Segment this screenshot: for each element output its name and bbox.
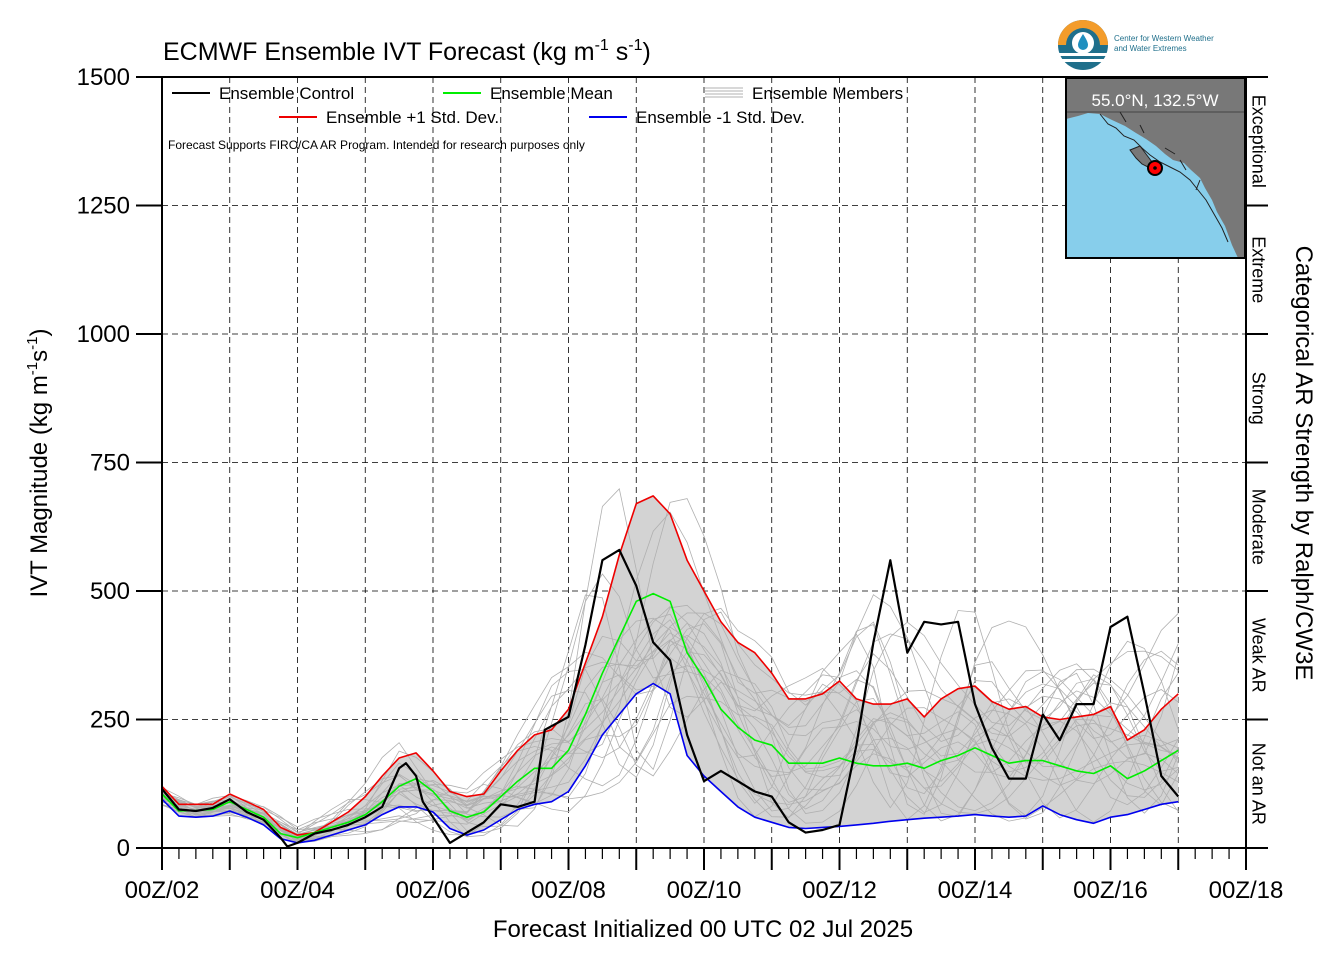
legend-label-minus-sd: Ensemble -1 Std. Dev. xyxy=(636,108,805,127)
right-axis-label: Categorical AR Strength by Ralph/CW3E xyxy=(1290,246,1317,681)
inset-border xyxy=(1065,77,1246,259)
series-mean xyxy=(161,592,1179,839)
legend-label-members: Ensemble Members xyxy=(752,84,903,103)
category-label: Moderate xyxy=(1248,489,1268,565)
series-minus-sd xyxy=(161,682,1179,844)
tick-labels: 0 250 500 750 1000 1250 1500 00Z/02 00Z/04 00Z/06… xyxy=(77,64,1284,904)
ensemble-member-line xyxy=(161,633,1179,833)
series-control xyxy=(161,548,1180,848)
y-tick-label: 750 xyxy=(90,450,130,477)
water-drop-icon xyxy=(1078,34,1088,50)
inset-location-label: 55.0°N, 132.5°W xyxy=(1092,91,1219,110)
y-axis-label: IVT Magnitude (kg m-1s-1) xyxy=(24,328,53,597)
ensemble-member-line xyxy=(161,594,1179,835)
ensemble-member-line xyxy=(161,650,1179,844)
x-tick-label: 00Z/08 xyxy=(531,877,606,904)
x-tick-label: 00Z/12 xyxy=(802,877,877,904)
category-label: Exceptional xyxy=(1248,95,1268,188)
cw3e-logo: Center for Western Weather and Water Ext… xyxy=(1058,20,1214,70)
x-axis-label: Forecast Initialized 00 UTC 02 Jul 2025 xyxy=(493,916,913,943)
series-plus-sd xyxy=(161,495,1179,836)
ensemble-members xyxy=(161,487,1179,845)
y-tick-label: 1500 xyxy=(77,64,130,91)
legend-label-control: Ensemble Control xyxy=(219,84,354,103)
footnote: Forecast Supports FIRO/CA AR Program. In… xyxy=(168,138,585,152)
x-tick-label: 00Z/04 xyxy=(260,877,335,904)
category-label: Extreme xyxy=(1248,236,1268,303)
x-tick-label: 00Z/16 xyxy=(1073,877,1148,904)
series-lines xyxy=(161,495,1180,848)
y-tick-label: 500 xyxy=(90,578,130,605)
legend: Ensemble Control Ensemble Mean Ensemble … xyxy=(168,84,903,152)
y-tick-label: 0 xyxy=(117,835,130,862)
ensemble-member-line xyxy=(161,511,1179,828)
legend-label-plus-sd: Ensemble +1 Std. Dev. xyxy=(326,108,499,127)
spread-band xyxy=(162,495,1179,843)
x-tick-label: 00Z/14 xyxy=(938,877,1013,904)
logo-text-line1: Center for Western Weather xyxy=(1114,34,1214,43)
category-label: Strong xyxy=(1248,372,1268,425)
y-tick-label: 250 xyxy=(90,707,130,734)
inset-land xyxy=(1066,78,1245,258)
x-tick-label: 00Z/18 xyxy=(1209,877,1284,904)
ensemble-member-line xyxy=(161,626,1179,834)
category-label: Weak AR xyxy=(1248,618,1268,693)
x-tick-label: 00Z/06 xyxy=(396,877,471,904)
inset-coastline xyxy=(1099,111,1229,243)
ensemble-member-line xyxy=(161,606,1179,841)
legend-swatch-members xyxy=(705,87,743,98)
y-tick-label: 1250 xyxy=(77,193,130,220)
legend-label-mean: Ensemble Mean xyxy=(490,84,613,103)
std-dev-band xyxy=(162,495,1179,843)
x-tick-label: 00Z/02 xyxy=(125,877,200,904)
ar-categories: Not an AR Weak AR Moderate Strong Extreme Exc… xyxy=(1246,76,1268,849)
category-label: Not an AR xyxy=(1248,743,1268,825)
ensemble-member-line xyxy=(161,498,1179,841)
chart-title: ECMWF Ensemble IVT Forecast (kg m-1 s-1) xyxy=(163,37,651,66)
x-tick-label: 00Z/10 xyxy=(667,877,742,904)
logo-text-line2: and Water Extremes xyxy=(1114,44,1187,53)
inset-map: 55.0°N, 132.5°W xyxy=(1065,77,1246,259)
y-tick-label: 1000 xyxy=(77,321,130,348)
